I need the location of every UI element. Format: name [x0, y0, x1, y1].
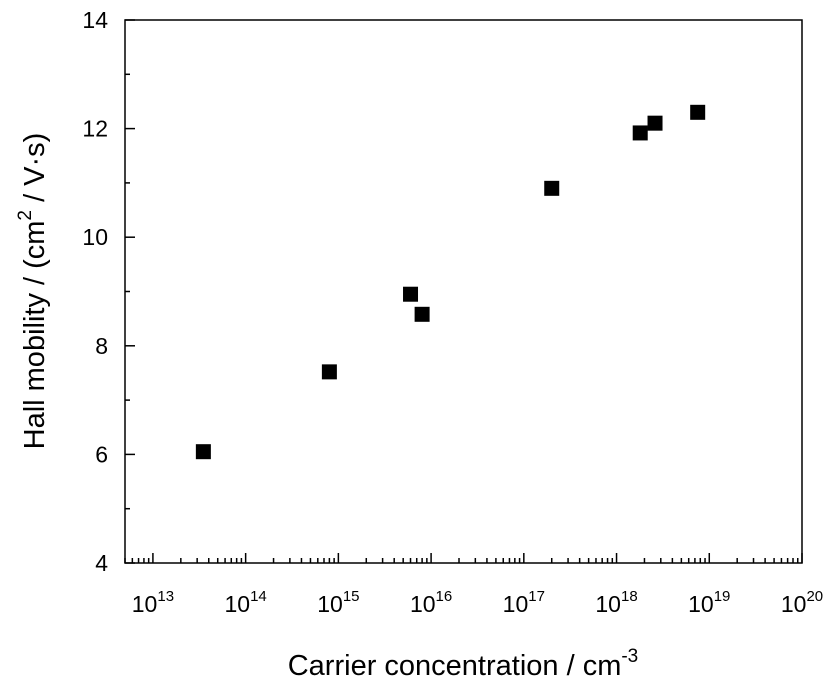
x-axis-title: Carrier concentration / cm-3 — [288, 646, 639, 682]
data-point — [414, 306, 430, 322]
y-tick-label: 6 — [95, 441, 108, 467]
data-point — [403, 286, 419, 302]
x-tick-label: 1020 — [781, 588, 823, 617]
x-tick-label: 1013 — [132, 588, 174, 617]
x-tick-label: 1019 — [688, 588, 730, 617]
x-tick-label: 1018 — [595, 588, 637, 617]
y-tick-label: 4 — [95, 550, 108, 576]
y-tick-label: 10 — [82, 224, 108, 250]
data-point — [647, 115, 663, 131]
y-tick-label: 14 — [82, 7, 108, 33]
y-axis-ticks — [125, 19, 135, 564]
data-point — [544, 180, 560, 196]
x-tick-label: 1014 — [224, 588, 266, 617]
y-tick-label: 12 — [82, 116, 108, 142]
x-axis-tick-labels: 1013 1014 1015 1016 1017 1018 1019 1020 — [132, 588, 823, 617]
data-point — [632, 125, 648, 141]
x-tick-label: 1015 — [317, 588, 359, 617]
data-point — [321, 364, 337, 380]
data-point — [690, 104, 706, 120]
y-axis-tick-labels: 4 6 8 10 12 14 — [82, 7, 108, 576]
y-axis-title: Hall mobility / (cm2 / V·s) — [15, 133, 51, 450]
data-point — [195, 444, 211, 460]
x-tick-label: 1016 — [410, 588, 452, 617]
y-tick-label: 8 — [95, 333, 108, 359]
x-axis-ticks — [124, 553, 803, 563]
plot-frame — [124, 19, 803, 564]
x-tick-label: 1017 — [503, 588, 545, 617]
data-points — [195, 104, 706, 460]
